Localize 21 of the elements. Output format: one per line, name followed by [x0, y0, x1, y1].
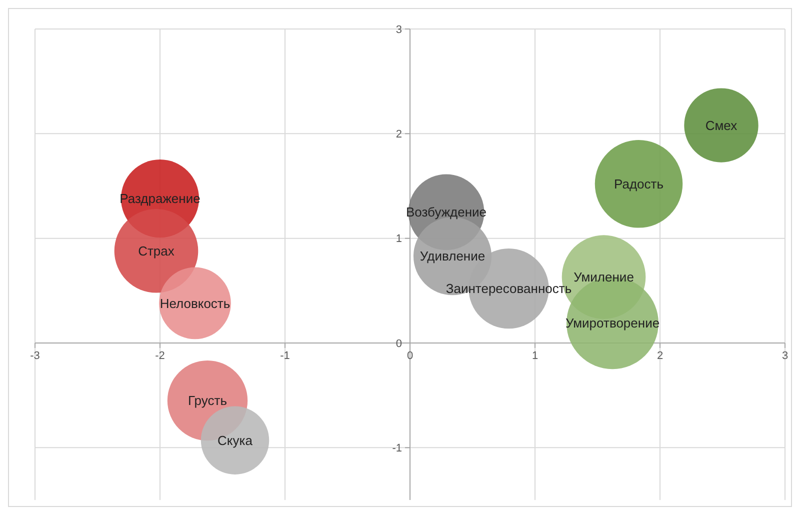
series-label: Скука: [218, 432, 254, 448]
y-tick-label: 2: [396, 128, 402, 141]
series-label: Грусть: [188, 393, 228, 408]
y-tick-label: 3: [396, 24, 402, 36]
x-tick-label: 1: [532, 350, 538, 362]
x-tick-label: -2: [155, 350, 165, 362]
x-tick-label: 0: [406, 350, 414, 362]
y-tick-label: 0: [396, 338, 402, 350]
x-tick-label: 3: [782, 350, 788, 362]
series-label: Умиление: [574, 270, 634, 285]
y-tick-label: 1: [396, 233, 402, 246]
x-tick-label: -3: [30, 350, 40, 362]
x-tick-label: 2: [656, 350, 664, 362]
x-tick-label: -1: [280, 350, 290, 362]
series-label: Радость: [614, 176, 664, 192]
series-label: Страх: [138, 243, 175, 258]
y-tick-label: -1: [392, 442, 402, 455]
series-label: Удивление: [420, 248, 486, 264]
series-label: Неловкость: [160, 296, 230, 311]
series-label: Заинтересованность: [446, 281, 572, 296]
series-label: Смех: [705, 118, 738, 133]
